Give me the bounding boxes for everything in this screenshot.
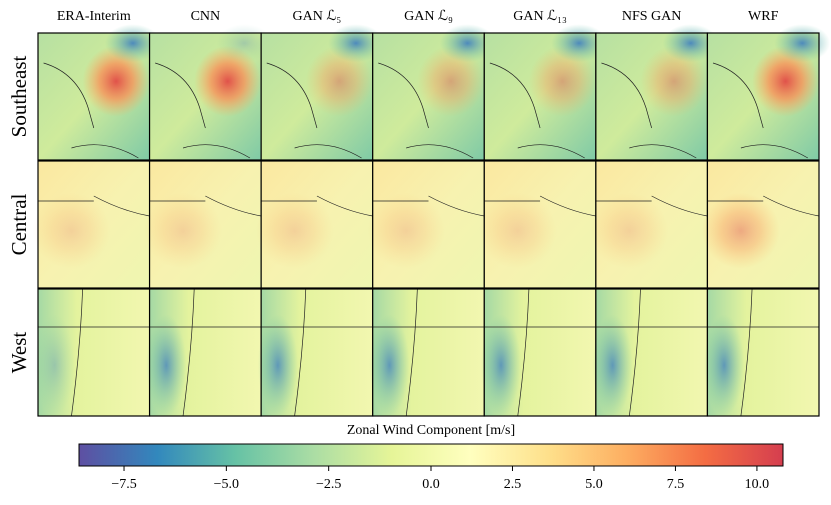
- panel: [590, 160, 709, 289]
- field-warm: [305, 45, 373, 117]
- panel-frame: [706, 160, 820, 289]
- panel: [706, 24, 831, 161]
- row-label: West: [7, 332, 31, 374]
- field-warm: [701, 192, 780, 269]
- coastline: [43, 62, 139, 159]
- panel: [32, 160, 151, 289]
- panel: [704, 288, 820, 417]
- field-cold: [34, 314, 75, 417]
- row-label: Southeast: [7, 56, 31, 138]
- field-warm: [590, 192, 669, 269]
- field-warm: [478, 192, 557, 269]
- column-title: NFS GAN: [622, 9, 682, 24]
- coastline: [155, 62, 251, 159]
- panels: [32, 24, 831, 417]
- colorbar-tick-label: 0.0: [422, 477, 440, 492]
- coastline: [261, 288, 373, 417]
- colorbar-label: Zonal Wind Component [m/s]: [347, 423, 515, 438]
- field-cold: [104, 24, 161, 63]
- column-title: CNN: [191, 9, 221, 24]
- coastline: [372, 288, 485, 417]
- panel: [478, 160, 597, 289]
- border: [38, 195, 150, 217]
- coastline: [489, 62, 585, 159]
- field-cold: [662, 24, 719, 63]
- panel: [592, 288, 709, 417]
- field-cold: [439, 24, 496, 63]
- panel: [146, 288, 262, 417]
- field-warm: [367, 192, 446, 269]
- field-warm: [82, 45, 150, 117]
- column-title: ERA-Interim: [57, 9, 131, 24]
- coastline: [707, 288, 819, 417]
- field-warm: [255, 192, 334, 269]
- column-title: GAN ℒ₅: [293, 9, 342, 24]
- coastline: [712, 62, 809, 159]
- panel: [595, 24, 719, 161]
- border: [372, 195, 485, 217]
- panel: [372, 24, 496, 161]
- colorbar-tick-label: 10.0: [745, 477, 770, 492]
- field-cold: [328, 24, 384, 63]
- coastline: [38, 288, 150, 417]
- field-warm: [194, 45, 262, 117]
- field-warm: [417, 45, 485, 117]
- coastline: [484, 288, 596, 417]
- field-warm: [32, 192, 111, 269]
- colorbar-tick-label: −7.5: [111, 477, 136, 492]
- panel: [369, 288, 485, 417]
- field-cold: [551, 24, 608, 63]
- border: [484, 195, 596, 217]
- panel: [483, 24, 608, 161]
- panel: [260, 24, 384, 161]
- panel: [148, 24, 273, 161]
- panel: [37, 24, 161, 161]
- colorbar-tick-label: 2.5: [504, 477, 522, 492]
- field-warm: [528, 45, 596, 117]
- panel-frame: [706, 32, 820, 161]
- panel: [257, 288, 374, 417]
- field-cold: [774, 24, 831, 63]
- column-title: WRF: [748, 9, 779, 24]
- panel-frame: [706, 288, 820, 417]
- panel: [34, 288, 151, 417]
- coastline: [595, 288, 708, 417]
- coastline: [601, 62, 697, 159]
- coastline: [266, 62, 362, 159]
- field-cold: [369, 314, 410, 417]
- field-warm: [752, 45, 819, 117]
- colorbar: [78, 443, 784, 467]
- panel: [143, 160, 262, 289]
- field-cold: [704, 314, 745, 417]
- colorbar-tick-label: 5.0: [585, 477, 603, 492]
- panel: [701, 160, 820, 289]
- border: [261, 195, 373, 217]
- colorbar-tick-label: 7.5: [667, 477, 685, 492]
- panel: [480, 288, 597, 417]
- coastline: [378, 62, 474, 159]
- field-cold: [592, 314, 633, 417]
- field-cold: [257, 314, 298, 417]
- colorbar-tick-label: −5.0: [214, 477, 239, 492]
- border: [149, 195, 262, 217]
- border: [595, 195, 708, 217]
- row-label: Central: [7, 193, 31, 255]
- panel: [255, 160, 374, 289]
- field-cold: [480, 314, 522, 417]
- field-warm: [143, 192, 223, 269]
- field-cold: [216, 24, 273, 63]
- border: [707, 195, 820, 217]
- column-title: GAN ℒ₉: [404, 9, 453, 24]
- colorbar-tick-label: −2.5: [316, 477, 341, 492]
- coastline: [149, 288, 262, 417]
- panel: [367, 160, 485, 289]
- field-cold: [146, 314, 187, 417]
- field-warm: [640, 45, 708, 117]
- column-title: GAN ℒ₁₃: [513, 9, 567, 24]
